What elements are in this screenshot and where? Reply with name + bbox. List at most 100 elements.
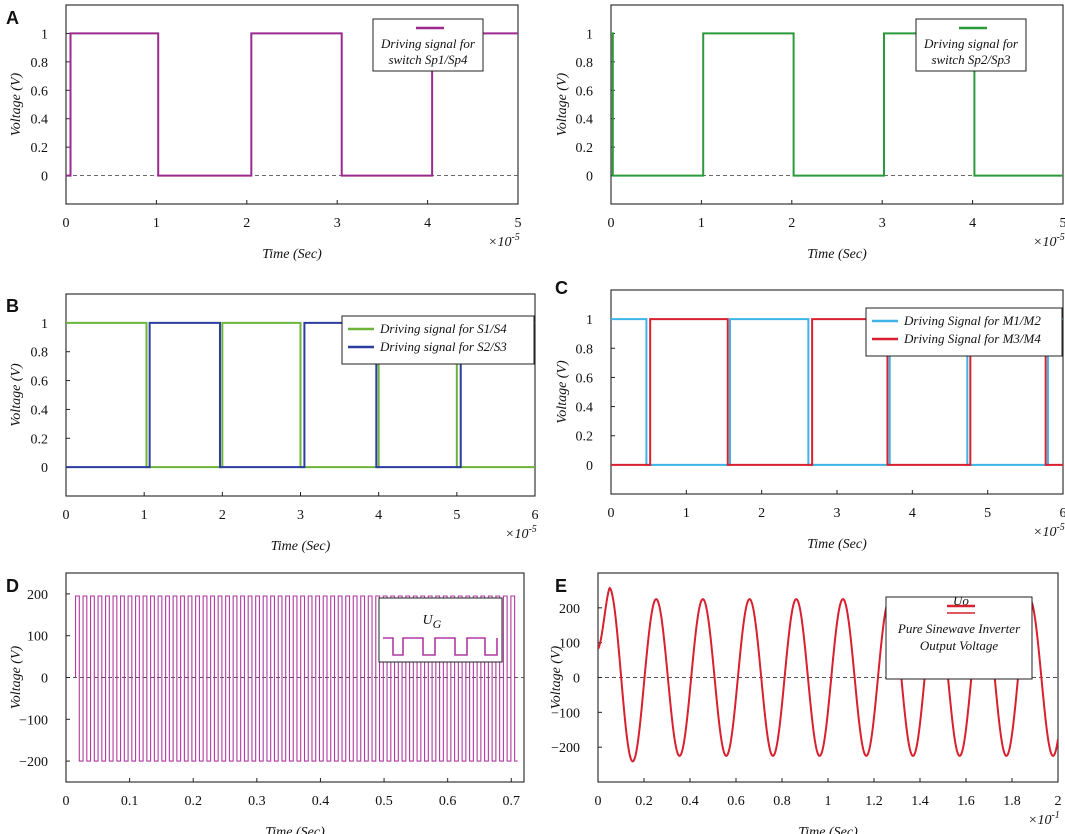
- legend: UG: [378, 597, 503, 663]
- panel-label: B: [6, 296, 19, 316]
- y-tick-label: −200: [551, 741, 580, 756]
- x-axis-multiplier: ×10-5: [1033, 522, 1065, 540]
- legend-entry-text: switch Sp1/Sp4: [388, 52, 468, 67]
- legend-entry-text: Driving signal for: [380, 36, 476, 51]
- x-tick-label: 0: [608, 216, 615, 231]
- x-tick-label: 0: [63, 508, 70, 523]
- x-tick-label: 0.4: [312, 794, 330, 809]
- legend-entry-text: Driving Signal for M1/M2: [903, 313, 1041, 328]
- chart-panel-B: B 0 1 2 3 4 5 6 0 0.2 0.4 0.6 0.8 1 ×10-5 Time (Sec) Vol…: [6, 293, 539, 554]
- chart-panel-D: D 0 0.1 0.2 0.3 0.4 0.5 0.6 0.7 −200 −100 0 100 200 Ti…: [6, 572, 525, 834]
- y-tick-label: −200: [19, 755, 48, 770]
- x-tick-label: 1: [153, 216, 160, 231]
- panel-label: E: [555, 576, 567, 596]
- x-tick-label: 6: [532, 508, 539, 523]
- x-tick-label: 1: [825, 794, 832, 809]
- legend-entry-text: Driving signal for S2/S3: [379, 339, 507, 354]
- x-tick-label: 4: [909, 506, 916, 521]
- legend-entry-text: Output Voltage: [920, 638, 999, 653]
- inset-label: UG: [423, 613, 442, 631]
- y-tick-label: 0.4: [31, 113, 49, 128]
- legend-box: [865, 307, 1063, 357]
- y-tick-label: 0.6: [31, 84, 49, 99]
- x-axis-label: Time (Sec): [807, 537, 867, 552]
- x-tick-label: 4: [424, 216, 431, 231]
- y-tick-label: −100: [19, 713, 48, 728]
- legend-entry-symbol: Uo: [953, 593, 969, 608]
- legend-box: [341, 315, 535, 365]
- legend-entry-text: Driving Signal for M3/M4: [903, 331, 1041, 346]
- x-tick-label: 1.6: [957, 794, 975, 809]
- x-axis-multiplier: ×10-1: [1028, 810, 1060, 828]
- plot-frame: [610, 4, 1064, 205]
- x-axis-label: Time (Sec): [271, 539, 331, 554]
- x-tick-label: 0.8: [773, 794, 791, 809]
- x-tick-label: 0.5: [375, 794, 393, 809]
- y-tick-label: 0.4: [31, 403, 49, 418]
- plot-frame: [65, 4, 519, 205]
- x-axis-label: Time (Sec): [807, 247, 867, 262]
- y-tick-label: 0.8: [576, 342, 594, 357]
- series-line-1: [66, 32, 518, 177]
- x-tick-label: 1: [141, 508, 148, 523]
- panel-label: D: [6, 576, 19, 596]
- x-tick-label: 2: [758, 506, 765, 521]
- y-tick-label: 1: [41, 317, 48, 332]
- y-tick-label: −100: [551, 706, 580, 721]
- y-tick-label: 0.2: [576, 141, 594, 156]
- x-tick-label: 5: [453, 508, 460, 523]
- y-tick-label: 100: [27, 630, 48, 645]
- chart-panel-C: C 0 1 2 3 4 5 6 0 0.2 0.4 0.6 0.8 1 ×10-5 Time (Sec) Vol…: [555, 278, 1065, 552]
- x-tick-label: 1: [698, 216, 705, 231]
- y-axis-label: Voltage (V): [9, 72, 24, 136]
- y-tick-label: 0.8: [31, 346, 49, 361]
- y-tick-label: 0.4: [576, 113, 594, 128]
- panel-label: C: [555, 278, 568, 298]
- x-tick-label: 5: [515, 216, 522, 231]
- y-tick-label: 200: [27, 588, 48, 603]
- y-tick-label: 1: [41, 27, 48, 42]
- x-axis-label: Time (Sec): [798, 825, 858, 834]
- x-tick-label: 1: [683, 506, 690, 521]
- x-axis-multiplier: ×10-5: [488, 232, 520, 250]
- legend: Driving signal for S1/S4 Driving signal f…: [341, 315, 535, 365]
- x-tick-label: 0.3: [248, 794, 266, 809]
- chart-panel-A-left: A 0 1 2 3 4 5 0 0.2 0.4 0.6 0.8 1 ×10-5 Time (Sec) Volt…: [6, 4, 522, 262]
- x-tick-label: 0.2: [635, 794, 653, 809]
- y-tick-label: 200: [559, 602, 580, 617]
- legend: Uo Pure Sinewave Inverter Output Voltage: [885, 593, 1033, 680]
- x-tick-label: 0.2: [184, 794, 202, 809]
- x-tick-label: 3: [879, 216, 886, 231]
- x-tick-label: 0.4: [681, 794, 699, 809]
- x-tick-label: 0: [63, 216, 70, 231]
- y-tick-label: 0: [586, 459, 593, 474]
- y-axis-label: Voltage (V): [549, 645, 564, 709]
- legend-box: [915, 18, 1027, 72]
- x-tick-label: 5: [1060, 216, 1065, 231]
- x-tick-label: 0.6: [727, 794, 745, 809]
- y-tick-label: 0: [573, 672, 580, 687]
- legend-entry-text: switch Sp2/Sp3: [931, 52, 1011, 67]
- y-tick-label: 100: [559, 637, 580, 652]
- series-line-2: [66, 321, 535, 469]
- x-tick-label: 0.7: [503, 794, 521, 809]
- x-tick-label: 4: [969, 216, 976, 231]
- inset-pulse-glyph: [383, 637, 498, 656]
- y-tick-label: 1: [586, 313, 593, 328]
- y-tick-label: 0.8: [576, 56, 594, 71]
- y-axis-label: Voltage (V): [9, 645, 24, 709]
- x-tick-label: 0: [63, 794, 70, 809]
- x-tick-label: 4: [375, 508, 382, 523]
- x-tick-label: 2: [788, 216, 795, 231]
- x-tick-label: 0.6: [439, 794, 457, 809]
- x-tick-label: 0: [595, 794, 602, 809]
- y-axis-label: Voltage (V): [555, 360, 570, 424]
- x-tick-label: 3: [297, 508, 304, 523]
- y-tick-label: 0.2: [31, 141, 49, 156]
- x-axis-label: Time (Sec): [265, 825, 325, 834]
- x-tick-label: 2: [1055, 794, 1062, 809]
- legend-entry-text: Pure Sinewave Inverter: [897, 621, 1021, 636]
- legend-entry-text: Driving signal for S1/S4: [379, 321, 507, 336]
